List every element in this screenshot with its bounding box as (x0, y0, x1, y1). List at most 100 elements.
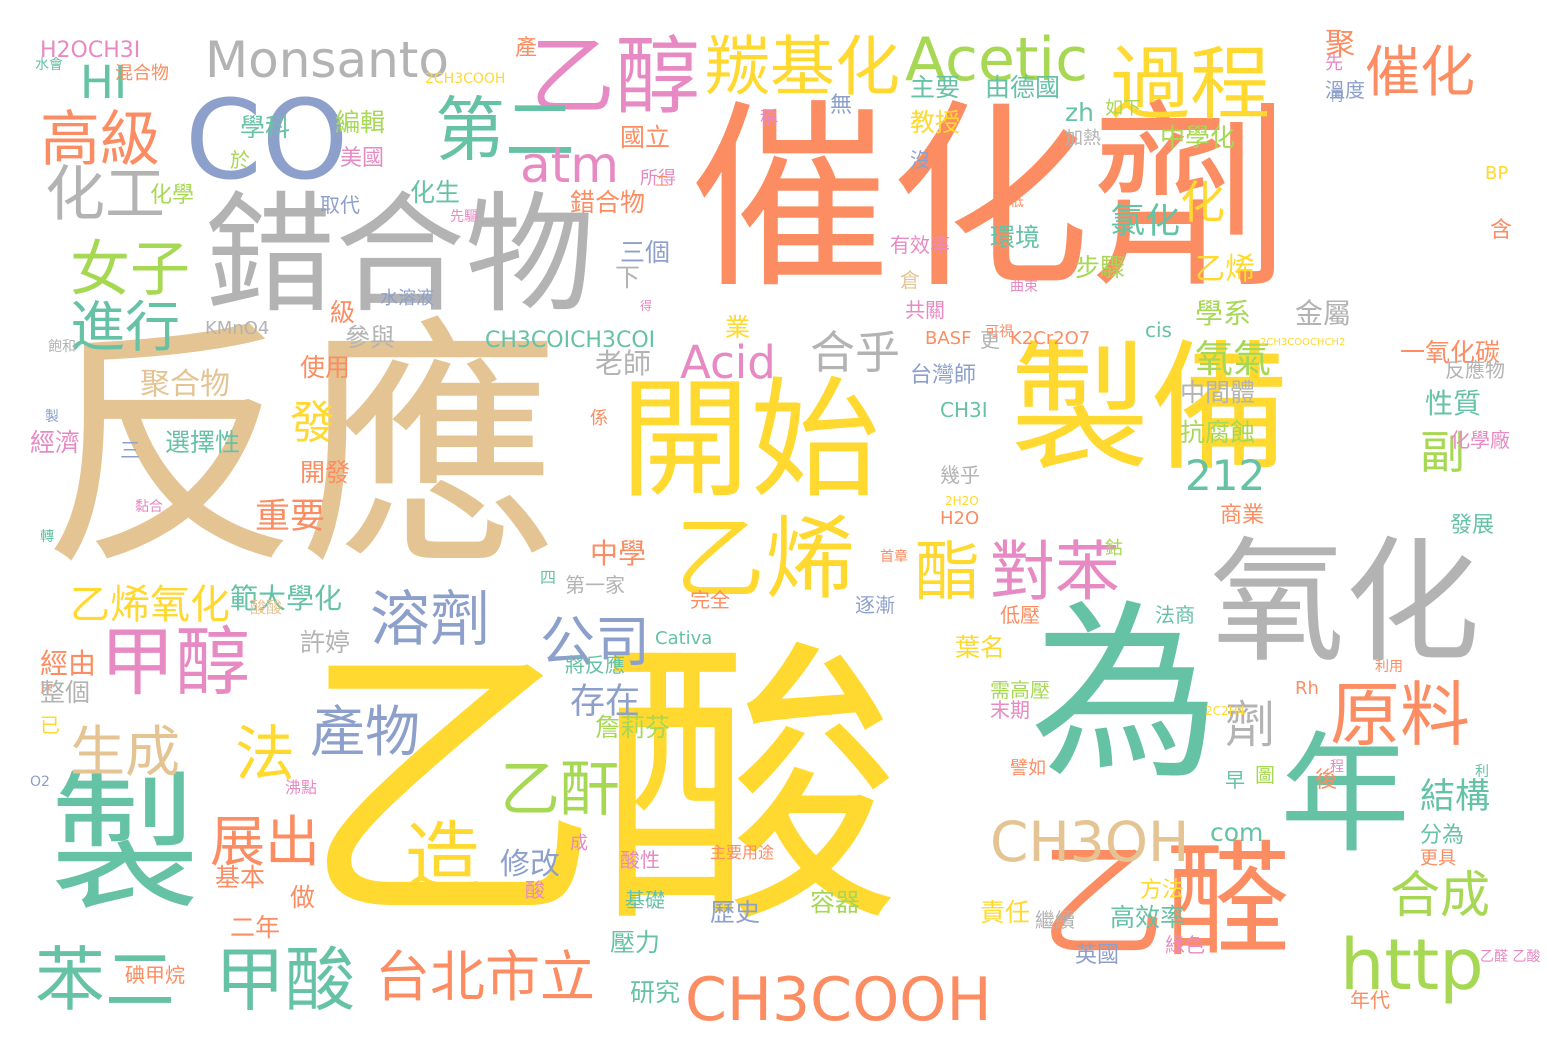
word: H2OCH3I (40, 38, 141, 63)
word: 女子 (70, 235, 190, 305)
word: 沸點 (285, 778, 318, 797)
word: com (1210, 818, 1264, 847)
word: 化工 (45, 160, 165, 230)
word: 研究 (630, 978, 681, 1007)
word: Rh (1295, 678, 1319, 699)
word: 氧氣 (1195, 337, 1272, 381)
word: 幾乎 (940, 463, 980, 487)
word: 2C2H4 (1205, 704, 1246, 718)
word: 乙醛 乙酸 (1480, 949, 1541, 965)
word: 轉 (40, 529, 54, 545)
word: 存在 (570, 682, 641, 722)
word: 曲束 (1010, 279, 1038, 295)
word: 主要用途 (710, 843, 775, 862)
word: 主要 (910, 73, 961, 102)
word: K2Cr2O7 (1010, 328, 1091, 349)
word: 葉名 (955, 633, 1006, 662)
word: 氯化 (1110, 202, 1181, 242)
word: Acid (680, 336, 776, 389)
word: 歷史 (710, 898, 761, 927)
word: 得 (640, 299, 653, 313)
word: 完全 (690, 588, 730, 612)
word: 需高壓 (990, 678, 1050, 702)
word: 美國 (340, 146, 385, 171)
word: 錯合物 (570, 188, 646, 217)
word: 碘甲烷 (125, 963, 185, 987)
word: 甲醇 (100, 618, 251, 706)
word: 公司 (540, 610, 651, 674)
word: 取代 (320, 193, 360, 217)
word: 製備 (1010, 328, 1291, 491)
word: 末期 (990, 698, 1030, 722)
word: 鈷 (1105, 538, 1123, 559)
word: HI (80, 56, 128, 109)
word: 開始 (620, 364, 881, 516)
word: 業 (725, 313, 751, 342)
word: 進行 (70, 295, 181, 359)
word: 譬如 (1010, 758, 1046, 779)
word: 2CH3COOH (425, 71, 506, 87)
word: 低 (1010, 194, 1024, 210)
word: atm (520, 136, 619, 194)
word: Monsanto (205, 31, 449, 89)
word: 圖 (1255, 763, 1275, 787)
word: 詹莉芬 (595, 713, 671, 742)
word: 使用 (300, 353, 351, 382)
word: 商業 (1220, 503, 1265, 528)
word: BASF (925, 328, 972, 349)
word: O2 (30, 774, 50, 790)
word: 甲酸 (215, 939, 355, 1021)
word: 乙醛 (1040, 830, 1290, 975)
word: 造 (405, 813, 481, 901)
word: 逐漸 (855, 593, 895, 617)
word: 氧化 (1210, 524, 1480, 681)
word: 係 (590, 408, 608, 429)
word: 催化 (1365, 40, 1476, 104)
word: 年 (1280, 719, 1411, 871)
word: 聚 (1325, 27, 1355, 62)
word: 綠色 (1165, 933, 1205, 957)
word: 方法 (1140, 878, 1185, 903)
word: 合成 (1390, 866, 1490, 924)
word: 四 (540, 568, 557, 587)
word: 開發 (300, 458, 351, 487)
word: 更 (980, 328, 1000, 352)
word: 可視 (985, 324, 1013, 340)
word: 如下 (1105, 98, 1141, 119)
word: 由德國 (985, 73, 1061, 102)
word: 乙烯 (675, 507, 855, 612)
word: 低壓 (1000, 603, 1040, 627)
word: 苯二 (35, 939, 175, 1021)
word: CH3COOH (685, 965, 992, 1035)
word: 稱 (760, 108, 778, 129)
word: 水會 (35, 57, 63, 73)
word: 乙酐 (500, 755, 620, 825)
word: 無 (830, 93, 853, 118)
word: 基礎 (625, 888, 665, 912)
word: 利用 (1375, 659, 1403, 675)
word: 下 (615, 263, 641, 292)
word: 法 (235, 720, 295, 790)
word: 酸 (525, 878, 545, 902)
word: 容器 (810, 888, 861, 917)
word: 一氧化碳 (1400, 338, 1501, 367)
word: 製 (45, 409, 59, 425)
word: 化學廠 (1450, 428, 1510, 452)
word: H2O (940, 508, 980, 529)
word: 2H2O (945, 494, 979, 508)
word: 基本 (215, 863, 266, 892)
word: 有效率 (890, 233, 950, 257)
word: 聚合物 (140, 367, 230, 402)
word: 中學化 (1160, 123, 1236, 152)
word: 已 (40, 713, 60, 737)
word: 化生 (410, 178, 461, 207)
word: 酯 (915, 535, 981, 610)
word: 選擇性 (165, 428, 241, 457)
word: 原料 (1330, 674, 1470, 756)
word: 乙烯 (1195, 252, 1255, 287)
word: BP (1485, 163, 1509, 184)
word: 抗腐蝕 (1180, 418, 1256, 447)
word: 發展 (1450, 513, 1495, 538)
word: CH3OH (990, 810, 1190, 874)
word: CH3COICH3COI (485, 328, 656, 353)
